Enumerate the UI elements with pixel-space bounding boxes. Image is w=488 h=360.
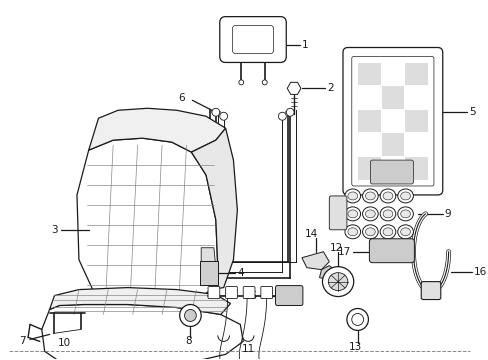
Text: 2: 2: [326, 84, 333, 93]
Ellipse shape: [397, 207, 412, 221]
Ellipse shape: [365, 210, 374, 218]
Ellipse shape: [179, 305, 201, 327]
Ellipse shape: [379, 189, 395, 203]
Text: 10: 10: [57, 338, 70, 348]
Ellipse shape: [285, 108, 293, 116]
Ellipse shape: [322, 267, 353, 297]
Text: 8: 8: [185, 336, 191, 346]
Ellipse shape: [400, 210, 409, 218]
FancyBboxPatch shape: [207, 287, 219, 298]
FancyBboxPatch shape: [243, 287, 254, 298]
Ellipse shape: [382, 228, 392, 236]
Polygon shape: [49, 288, 230, 315]
Ellipse shape: [219, 112, 227, 120]
FancyBboxPatch shape: [369, 160, 412, 184]
FancyBboxPatch shape: [275, 285, 302, 306]
Polygon shape: [404, 157, 427, 180]
Text: 15: 15: [244, 291, 257, 301]
Ellipse shape: [327, 273, 347, 291]
Ellipse shape: [344, 189, 360, 203]
FancyBboxPatch shape: [368, 239, 413, 263]
Text: 13: 13: [348, 342, 362, 352]
Polygon shape: [381, 86, 403, 109]
Ellipse shape: [344, 207, 360, 221]
Text: 3: 3: [51, 225, 57, 235]
Ellipse shape: [262, 80, 266, 85]
FancyBboxPatch shape: [225, 287, 237, 298]
Text: 11: 11: [241, 345, 254, 354]
FancyBboxPatch shape: [260, 287, 272, 298]
Text: 7: 7: [20, 336, 26, 346]
FancyBboxPatch shape: [219, 17, 285, 62]
Polygon shape: [357, 63, 380, 85]
Ellipse shape: [397, 225, 412, 239]
Ellipse shape: [347, 192, 357, 200]
Ellipse shape: [397, 189, 412, 203]
Ellipse shape: [347, 210, 357, 218]
Ellipse shape: [211, 108, 219, 116]
FancyBboxPatch shape: [232, 26, 273, 54]
Polygon shape: [357, 110, 380, 132]
Ellipse shape: [351, 314, 363, 325]
Polygon shape: [301, 252, 328, 270]
Text: 14: 14: [305, 229, 318, 239]
Polygon shape: [191, 128, 237, 289]
Text: 4: 4: [237, 267, 244, 278]
Text: 16: 16: [473, 267, 487, 276]
Text: 17: 17: [337, 247, 350, 257]
Ellipse shape: [344, 225, 360, 239]
Ellipse shape: [379, 225, 395, 239]
Ellipse shape: [379, 207, 395, 221]
Polygon shape: [77, 138, 217, 310]
Ellipse shape: [362, 189, 377, 203]
Polygon shape: [88, 108, 225, 152]
FancyBboxPatch shape: [328, 196, 346, 230]
Polygon shape: [357, 157, 380, 180]
Ellipse shape: [382, 210, 392, 218]
Text: 12: 12: [329, 243, 342, 253]
Text: 6: 6: [178, 93, 184, 103]
Polygon shape: [319, 266, 336, 280]
Polygon shape: [404, 63, 427, 85]
FancyBboxPatch shape: [420, 282, 440, 300]
Ellipse shape: [365, 192, 374, 200]
Text: 9: 9: [444, 209, 450, 219]
Polygon shape: [201, 248, 215, 285]
FancyBboxPatch shape: [351, 57, 433, 186]
Polygon shape: [404, 110, 427, 132]
Ellipse shape: [365, 228, 374, 236]
Ellipse shape: [184, 310, 196, 321]
Ellipse shape: [362, 225, 377, 239]
Ellipse shape: [382, 192, 392, 200]
Ellipse shape: [400, 192, 409, 200]
Text: 5: 5: [468, 107, 475, 117]
Ellipse shape: [400, 228, 409, 236]
Ellipse shape: [238, 80, 243, 85]
Ellipse shape: [346, 309, 367, 330]
FancyBboxPatch shape: [200, 261, 217, 285]
Ellipse shape: [278, 112, 285, 120]
FancyBboxPatch shape: [342, 48, 442, 195]
Text: 1: 1: [301, 40, 308, 50]
Ellipse shape: [347, 228, 357, 236]
Ellipse shape: [362, 207, 377, 221]
Polygon shape: [41, 305, 243, 360]
Polygon shape: [381, 134, 403, 156]
